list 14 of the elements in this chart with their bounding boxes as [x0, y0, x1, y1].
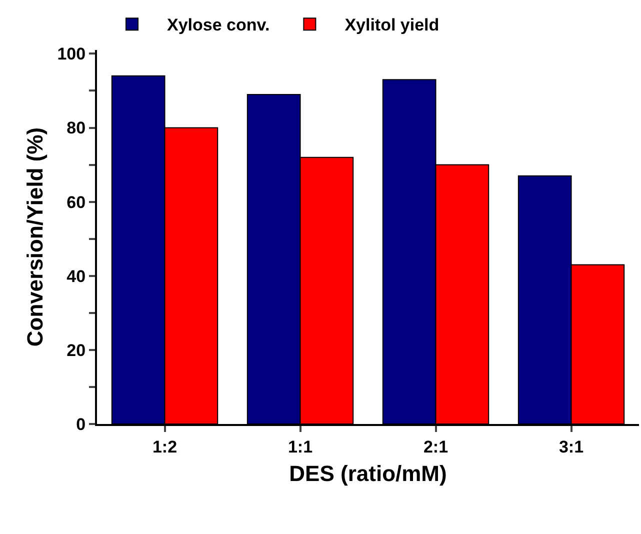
y-tick-label: 100	[57, 44, 86, 64]
y-tick-label: 40	[66, 266, 86, 286]
x-tick-label: 1:1	[288, 437, 313, 456]
x-tick-label: 1:2	[152, 437, 178, 456]
y-tick-label: 20	[66, 340, 86, 360]
y-tick-label: 0	[76, 414, 86, 434]
x-tick-label: 2:1	[423, 437, 448, 456]
y-axis-title: Conversion/Yield (%)	[22, 127, 48, 347]
x-tick-label: 3:1	[558, 437, 584, 456]
legend-label: Xylitol yield	[344, 16, 440, 35]
y-tick-label: 80	[66, 118, 86, 138]
x-axis-title: DES (ratio/mM)	[289, 460, 447, 486]
y-tick-label: 60	[66, 192, 86, 212]
legend-label: Xylose conv.	[167, 16, 270, 35]
